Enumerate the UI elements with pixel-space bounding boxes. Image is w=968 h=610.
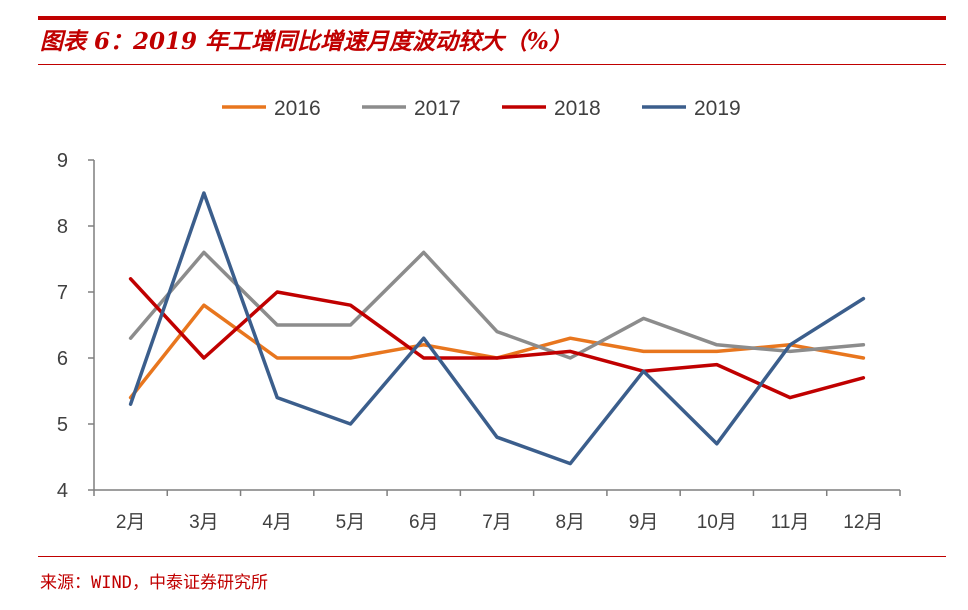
series-line-2018 xyxy=(128,277,866,400)
chart-area: 4 5 6 7 8 9 2月 3月 4月 5月 6月 7月 8月 9月 10月 11月 12月 2016 2017 2… xyxy=(0,70,968,550)
source-note: 来源：WIND，中泰证券研究所 xyxy=(40,573,268,593)
y-tick-label: 5 xyxy=(57,414,68,436)
x-tick-label: 5月 xyxy=(336,512,366,533)
x-tick-label: 6月 xyxy=(409,512,439,533)
series-line-2016 xyxy=(128,303,866,400)
x-tick-label: 9月 xyxy=(629,512,659,533)
y-tick-label: 4 xyxy=(57,480,68,502)
line-chart: 4 5 6 7 8 9 2月 3月 4月 5月 6月 7月 8月 9月 10月 11月 12月 2016 2017 2… xyxy=(57,97,901,533)
legend-label-2017: 2017 xyxy=(414,97,461,120)
y-tick-label: 8 xyxy=(57,216,68,238)
series-line-2017 xyxy=(128,250,866,360)
x-tick-label: 10月 xyxy=(697,512,737,533)
y-tick-label: 6 xyxy=(57,348,68,370)
y-tick-label: 7 xyxy=(57,282,68,304)
legend-label-2018: 2018 xyxy=(554,97,601,120)
x-tick-label: 8月 xyxy=(555,512,585,533)
x-tick-label: 11月 xyxy=(771,512,810,533)
top-rule xyxy=(38,16,946,20)
x-tick-label: 2月 xyxy=(116,512,146,533)
title-rule xyxy=(38,64,946,65)
x-tick-label: 12月 xyxy=(843,512,883,533)
legend-label-2016: 2016 xyxy=(274,97,321,120)
x-tick-label: 3月 xyxy=(189,512,219,533)
x-tick-label: 4月 xyxy=(262,512,292,533)
legend-label-2019: 2019 xyxy=(694,97,741,120)
series-line-2019 xyxy=(128,191,866,466)
chart-title: 图表 6：2019 年工增同比增速月度波动较大（%） xyxy=(40,28,572,55)
y-tick-label: 9 xyxy=(57,150,68,172)
bottom-rule xyxy=(38,556,946,557)
x-tick-label: 7月 xyxy=(482,512,512,533)
